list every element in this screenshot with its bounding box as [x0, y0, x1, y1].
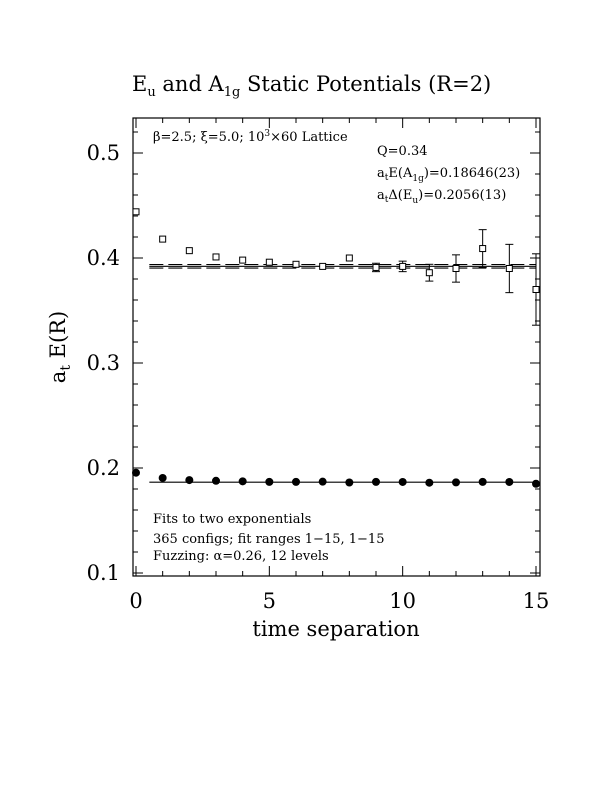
y-tick-label: 0.2	[87, 456, 120, 480]
data-point-eu	[185, 247, 193, 255]
annotation-q: Q=0.34	[377, 144, 428, 159]
data-point-eu	[532, 286, 540, 293]
x-axis-label: time separation	[252, 617, 419, 641]
ticks: 0 5 10 15 0.1 0.2 0.3 0.4 0.5	[87, 118, 550, 613]
data-point-eu	[505, 265, 513, 272]
annotation-energy: atE(A1g)=0.18646(23)	[377, 166, 520, 184]
data-point-eu	[372, 263, 380, 271]
data-point-a1g	[532, 479, 540, 488]
annotation-lattice: β=2.5; ξ=5.0; 103×60 Lattice	[153, 129, 348, 145]
data-point-a1g	[398, 477, 407, 486]
data-point-a1g	[425, 478, 434, 487]
annotation-fuzzing: Fuzzing: α=0.26, 12 levels	[153, 549, 329, 564]
data-point-a1g	[265, 477, 274, 486]
data-point-eu	[159, 235, 167, 243]
data-point-eu	[132, 208, 140, 216]
data-point-eu	[452, 265, 460, 272]
data-point-a1g	[478, 477, 487, 486]
data-point-eu	[345, 254, 353, 262]
data-point-a1g	[158, 473, 167, 482]
fit-lines	[149, 263, 536, 483]
y-tick-label: 0.1	[87, 561, 120, 585]
data-point-eu	[212, 253, 220, 261]
data-point-a1g	[292, 477, 300, 486]
y-tick-label: 0.5	[87, 141, 120, 165]
y-tick-label: 0.4	[87, 246, 120, 270]
data-point-eu	[239, 256, 247, 264]
y-axis-label: at E(R)	[46, 311, 74, 383]
data-point-eu	[425, 269, 433, 277]
data-point-a1g	[318, 477, 327, 486]
data-point-a1g	[238, 477, 247, 486]
data-point-a1g	[132, 468, 140, 477]
x-tick-label: 10	[389, 589, 416, 613]
data-point-a1g	[345, 478, 354, 487]
data-points	[132, 208, 540, 488]
y-tick-label: 0.3	[87, 351, 120, 375]
x-tick-label: 0	[129, 589, 142, 613]
plot-frame	[132, 117, 541, 577]
x-tick-label: 5	[263, 589, 276, 613]
data-point-eu	[292, 260, 300, 268]
chart-title: Eu and A1g Static Potentials (R=2)	[132, 72, 492, 101]
annotation-fits: Fits to two exponentials	[153, 512, 311, 527]
data-point-eu	[479, 245, 487, 253]
annotation-configs: 365 configs; fit ranges 1−15, 1−15	[153, 532, 384, 547]
data-point-eu	[399, 262, 407, 270]
data-point-a1g	[212, 476, 220, 485]
data-point-eu	[319, 262, 327, 270]
annotation-gap: atΔ(Eu)=0.2056(13)	[377, 188, 506, 206]
data-point-a1g	[372, 477, 380, 486]
data-point-eu	[265, 258, 273, 266]
x-tick-label: 15	[523, 589, 550, 613]
data-point-a1g	[185, 476, 194, 485]
data-point-a1g	[505, 477, 514, 486]
axes	[132, 117, 541, 577]
data-point-a1g	[452, 478, 460, 487]
